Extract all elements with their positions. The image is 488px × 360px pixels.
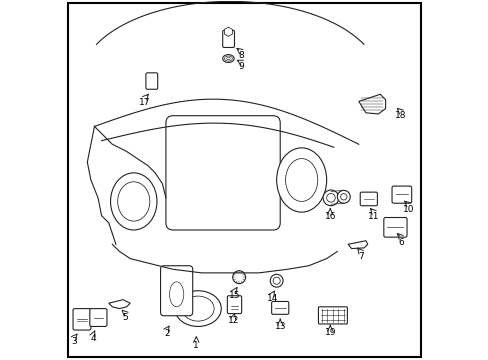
- Text: 7: 7: [357, 252, 363, 261]
- Circle shape: [340, 194, 346, 200]
- Ellipse shape: [175, 291, 221, 327]
- FancyBboxPatch shape: [360, 192, 377, 206]
- Ellipse shape: [276, 148, 326, 212]
- FancyBboxPatch shape: [318, 307, 346, 324]
- FancyBboxPatch shape: [145, 73, 157, 89]
- FancyBboxPatch shape: [227, 296, 241, 314]
- Circle shape: [232, 271, 245, 284]
- Text: 14: 14: [266, 294, 278, 303]
- Ellipse shape: [110, 173, 157, 230]
- Ellipse shape: [226, 58, 230, 60]
- Text: 2: 2: [164, 329, 169, 338]
- Text: 6: 6: [398, 238, 404, 247]
- Text: 13: 13: [274, 322, 285, 331]
- Ellipse shape: [222, 55, 234, 63]
- FancyBboxPatch shape: [160, 266, 192, 316]
- Polygon shape: [108, 300, 130, 309]
- Text: 18: 18: [394, 111, 405, 120]
- Circle shape: [272, 277, 280, 284]
- Text: 10: 10: [402, 205, 414, 214]
- FancyBboxPatch shape: [222, 30, 234, 48]
- FancyBboxPatch shape: [90, 309, 107, 327]
- Text: 9: 9: [238, 62, 244, 71]
- Text: 12: 12: [227, 316, 239, 325]
- Ellipse shape: [285, 158, 317, 202]
- Ellipse shape: [169, 282, 183, 307]
- Text: 8: 8: [238, 51, 244, 60]
- FancyBboxPatch shape: [67, 3, 421, 357]
- Ellipse shape: [118, 182, 149, 221]
- Text: 11: 11: [367, 212, 379, 221]
- Ellipse shape: [182, 296, 214, 321]
- Circle shape: [323, 190, 338, 206]
- FancyBboxPatch shape: [73, 309, 91, 330]
- Text: 1: 1: [193, 341, 199, 350]
- Circle shape: [337, 190, 349, 203]
- FancyBboxPatch shape: [271, 301, 288, 314]
- Text: 3: 3: [71, 337, 77, 346]
- Text: 16: 16: [324, 212, 335, 221]
- Text: 4: 4: [90, 334, 96, 343]
- FancyBboxPatch shape: [165, 116, 280, 230]
- FancyBboxPatch shape: [383, 217, 406, 237]
- Text: 19: 19: [324, 328, 335, 337]
- Text: 17: 17: [139, 98, 151, 107]
- Polygon shape: [347, 241, 367, 249]
- Ellipse shape: [224, 56, 232, 61]
- Circle shape: [270, 274, 283, 287]
- Polygon shape: [358, 94, 385, 114]
- FancyBboxPatch shape: [391, 186, 411, 203]
- Circle shape: [326, 194, 335, 202]
- Text: 5: 5: [122, 313, 127, 322]
- Text: 15: 15: [229, 291, 240, 300]
